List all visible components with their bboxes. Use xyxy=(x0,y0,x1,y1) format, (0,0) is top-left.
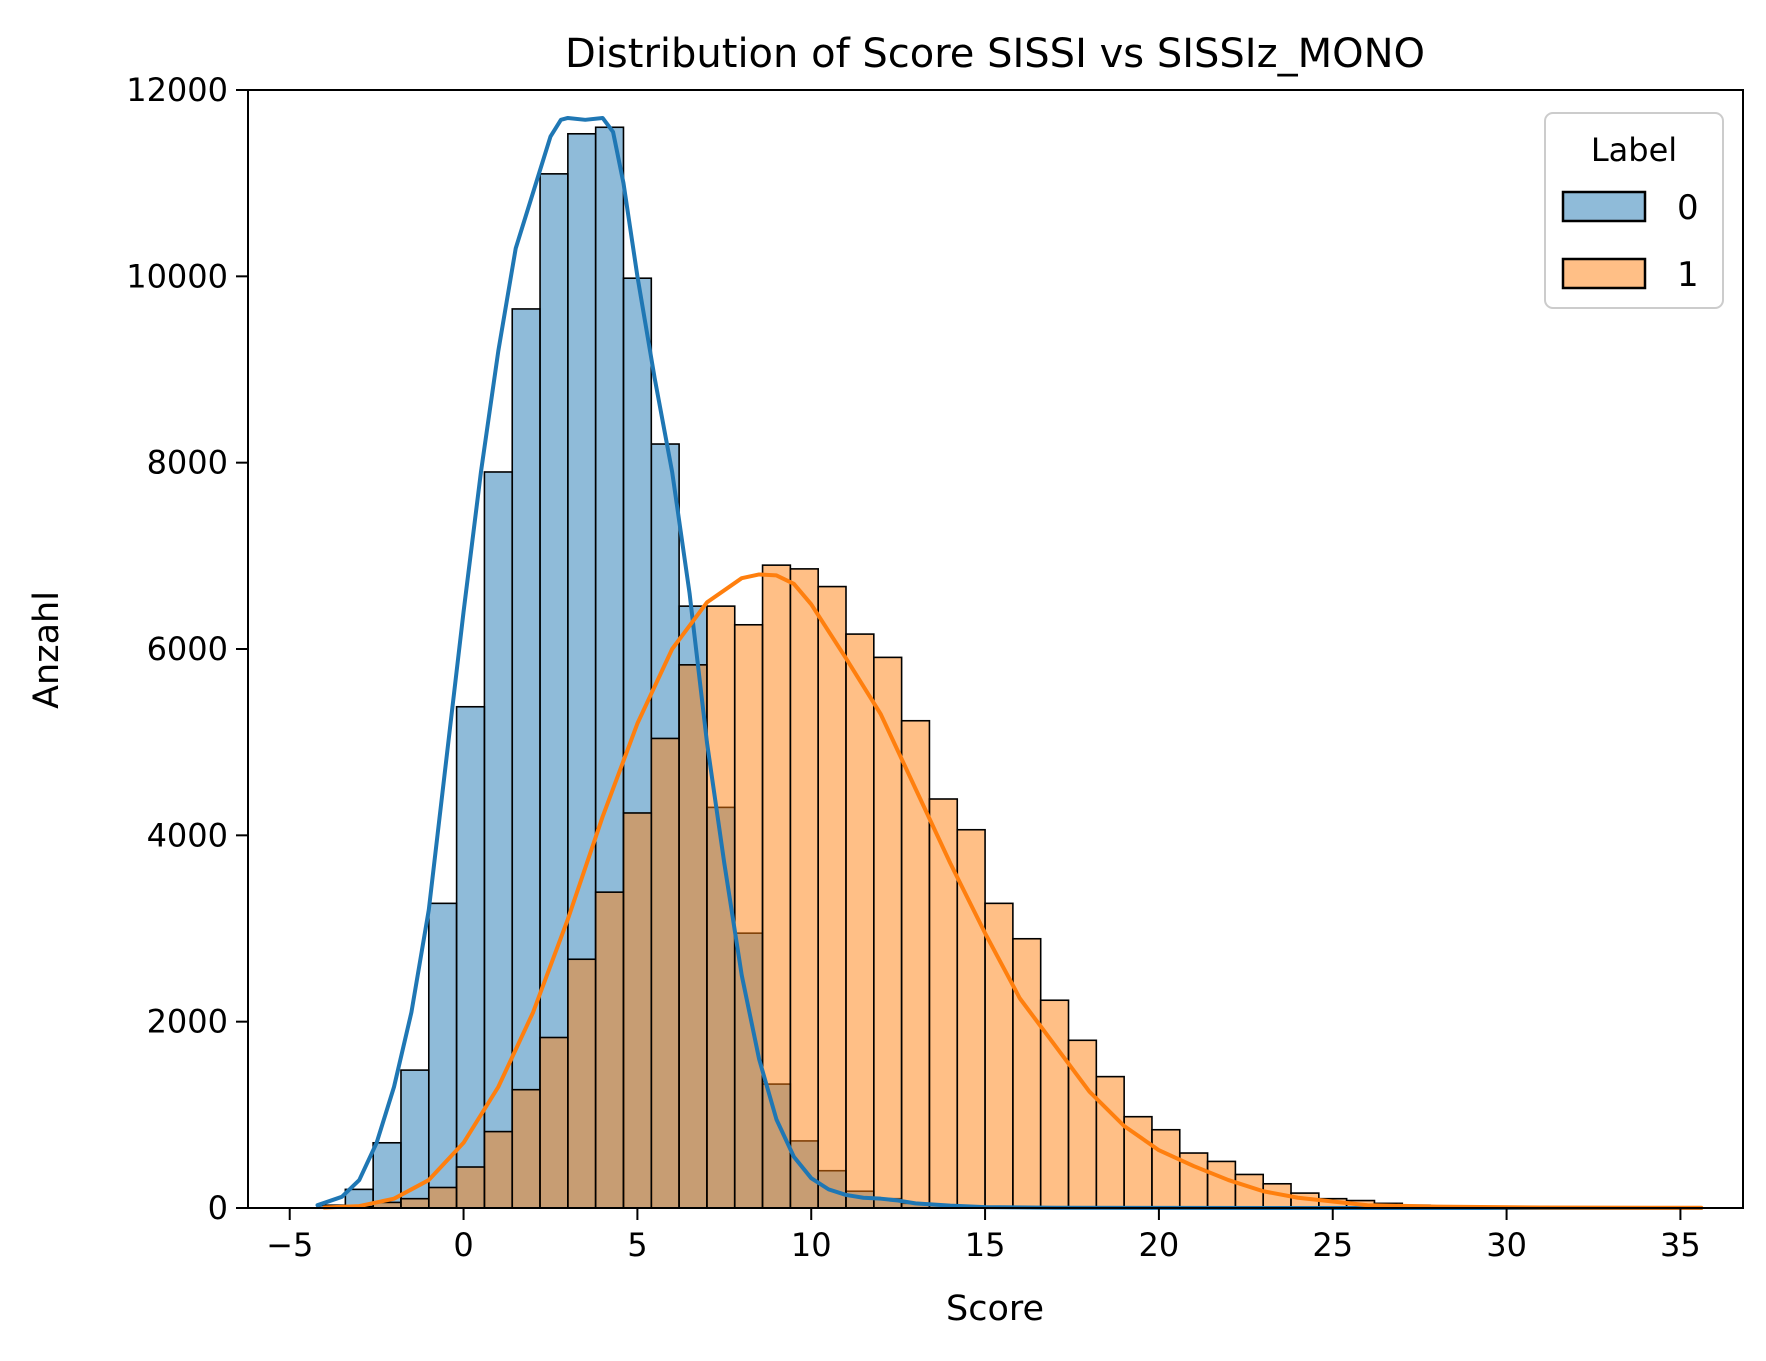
bar-series-0-bin-7 xyxy=(512,309,540,1208)
bar-series-1-bin-8 xyxy=(540,1038,568,1208)
y-tick-label: 4000 xyxy=(147,816,228,854)
bar-series-1-bin-11 xyxy=(623,813,651,1208)
bar-series-1-bin-9 xyxy=(568,959,596,1208)
bar-series-0-bin-6 xyxy=(484,472,512,1208)
x-tick-label: 15 xyxy=(965,1226,1006,1264)
y-tick-label: 6000 xyxy=(147,630,228,668)
legend-label-1: 1 xyxy=(1677,255,1699,295)
bar-series-1-bin-10 xyxy=(596,892,624,1208)
bar-series-1-bin-5 xyxy=(457,1167,485,1208)
bar-series-1-bin-13 xyxy=(679,665,707,1208)
x-tick-label: 25 xyxy=(1312,1226,1353,1264)
y-tick-label: 10000 xyxy=(126,257,228,295)
bar-series-1-bin-6 xyxy=(484,1132,512,1208)
bar-series-1-bin-7 xyxy=(512,1090,540,1208)
x-tick-label: 30 xyxy=(1486,1226,1527,1264)
x-axis-label: Score xyxy=(946,1289,1044,1329)
legend-title: Label xyxy=(1591,131,1677,169)
bar-series-1-bin-12 xyxy=(651,738,679,1208)
bar-series-1-bin-3 xyxy=(401,1199,429,1208)
legend-swatch-0 xyxy=(1563,192,1645,221)
chart-title: Distribution of Score SISSI vs SISSIz_MO… xyxy=(565,31,1425,77)
bar-series-1-bin-30 xyxy=(1152,1130,1180,1208)
bar-series-1-bin-17 xyxy=(790,569,818,1208)
y-axis-label: Anzahl xyxy=(27,591,67,709)
x-tick-label: 35 xyxy=(1660,1226,1701,1264)
bar-series-1-bin-4 xyxy=(429,1188,457,1209)
bar-series-1-bin-27 xyxy=(1069,1040,1097,1208)
y-tick-label: 12000 xyxy=(126,71,228,109)
bar-series-1-bin-28 xyxy=(1096,1077,1124,1208)
bar-series-1-bin-18 xyxy=(818,587,846,1208)
legend-label-0: 0 xyxy=(1677,188,1699,228)
y-tick-label: 8000 xyxy=(147,444,228,482)
x-tick-label: 10 xyxy=(791,1226,832,1264)
bar-series-1-bin-15 xyxy=(735,625,763,1208)
x-tick-label: 20 xyxy=(1139,1226,1180,1264)
bar-series-1-bin-22 xyxy=(929,799,957,1208)
bar-series-1-bin-19 xyxy=(846,634,874,1208)
x-tick-label: −5 xyxy=(266,1226,313,1264)
bar-series-1-bin-25 xyxy=(1013,939,1041,1208)
x-tick-label: 5 xyxy=(627,1226,647,1264)
bar-series-1-bin-20 xyxy=(874,657,902,1208)
bar-series-1-bin-24 xyxy=(985,903,1013,1208)
bar-series-1-bin-16 xyxy=(763,565,791,1208)
bar-series-1-bin-21 xyxy=(902,721,930,1208)
y-tick-label: 2000 xyxy=(147,1003,228,1041)
y-tick-label: 0 xyxy=(208,1189,228,1227)
x-tick-label: 0 xyxy=(453,1226,473,1264)
bar-series-1-bin-32 xyxy=(1208,1161,1236,1208)
legend-swatch-1 xyxy=(1563,259,1645,288)
